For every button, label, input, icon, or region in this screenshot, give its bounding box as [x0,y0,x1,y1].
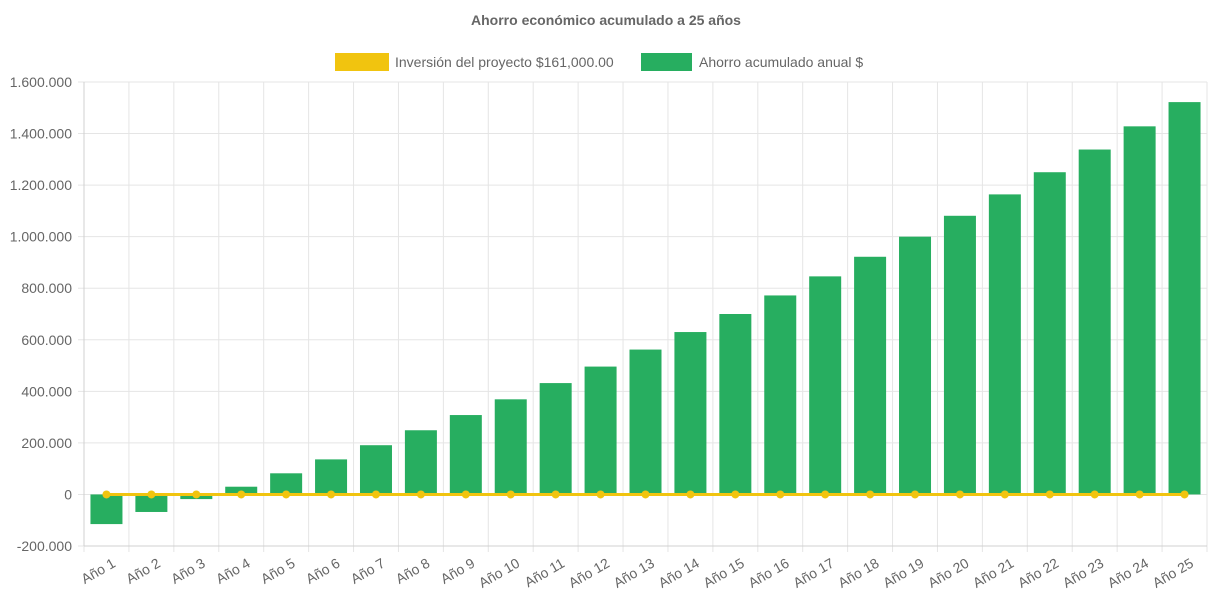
x-tick-label: Año 23 [1060,555,1107,591]
savings-bar [764,295,797,495]
x-tick-label: Año 14 [655,555,702,591]
legend-label-savings: Ahorro acumulado anual $ [699,54,863,70]
x-tick-label: Año 22 [1015,555,1062,591]
x-tick-label: Año 19 [880,555,927,591]
legend-swatch-investment [335,53,389,71]
savings-bar [674,332,707,495]
legend-item-investment[interactable]: Inversión del proyecto $161,000.00 [335,53,614,71]
savings-bar [404,430,437,495]
y-tick-label: 1.400.000 [10,126,72,142]
savings-bar [270,473,303,495]
x-tick-label: Año 18 [835,555,882,591]
x-tick-label: Año 3 [168,555,208,587]
savings-bar [1033,172,1066,495]
investment-point [596,490,605,499]
y-tick-label: 400.000 [21,383,72,399]
savings-bar [629,349,662,495]
x-tick-label: Año 16 [745,555,792,591]
investment-point [506,490,515,499]
investment-point [416,490,425,499]
x-tick-label: Año 10 [476,555,523,591]
savings-bar [809,276,842,495]
y-tick-label: 600.000 [21,332,72,348]
savings-bar [359,445,392,495]
legend-item-savings[interactable]: Ahorro acumulado anual $ [641,53,863,71]
x-tick-label: Año 5 [258,555,298,587]
x-tick-label: Año 12 [566,555,613,591]
y-tick-label: 800.000 [21,280,72,296]
legend: Inversión del proyecto $161,000.00 Ahorr… [335,53,863,71]
x-tick-label: Año 11 [522,555,568,591]
x-tick-label: Año 25 [1150,555,1197,591]
legend-swatch-savings [641,53,692,71]
savings-bar [315,459,348,495]
savings-bar [449,415,482,495]
y-tick-label: 0 [64,486,72,502]
investment-point [776,490,785,499]
investment-point [1135,490,1144,499]
investment-point [461,490,470,499]
x-tick-label: Año 7 [348,555,388,587]
savings-bar [90,494,123,525]
x-tick-label: Año 24 [1105,555,1152,591]
savings-bar [135,494,168,512]
y-tick-label: 1.600.000 [10,74,72,90]
savings-bar [1123,126,1156,495]
investment-point [102,490,111,499]
bars [90,102,1201,525]
investment-point [1000,490,1009,499]
x-tick-label: Año 20 [925,555,972,591]
investment-point [1045,490,1054,499]
investment-point [866,490,875,499]
savings-bar [943,215,976,495]
x-tick-label: Año 4 [213,555,253,587]
savings-bar [719,314,752,495]
savings-bar [494,399,527,495]
x-tick-label: Año 6 [303,555,343,587]
investment-point [686,490,695,499]
savings-bar [1078,149,1111,495]
savings-bar [988,194,1021,495]
savings-bar [584,366,617,495]
investment-point [237,490,246,499]
x-axis: Año 1 Año 2 Año 3 Año 4 Año 5 Año 6 Año 7 Año 8… [78,545,1207,591]
legend-label-investment: Inversión del proyecto $161,000.00 [395,54,614,70]
y-tick-label: -200.000 [17,538,72,554]
investment-line [102,490,1189,499]
y-axis: 1.600.000 1.400.000 1.200.000 1.000.000 800.… [10,74,85,554]
investment-point [641,490,650,499]
investment-point [821,490,830,499]
investment-point [1090,490,1099,499]
investment-point [192,490,201,499]
x-tick-label: Año 1 [78,555,118,587]
investment-point [955,490,964,499]
investment-point [551,490,560,499]
x-tick-label: Año 21 [970,555,1017,591]
y-tick-label: 1.000.000 [10,229,72,245]
investment-point [147,490,156,499]
x-tick-label: Año 8 [393,555,433,587]
chart-title: Ahorro económico acumulado a 25 años [471,12,741,28]
savings-bar [854,256,887,495]
investment-point [371,490,380,499]
investment-point [1180,490,1189,499]
x-tick-label: Año 15 [700,555,747,591]
grid [78,81,1208,552]
savings-bar [539,383,572,495]
investment-point [911,490,920,499]
x-tick-label: Año 13 [611,555,658,591]
investment-point [282,490,291,499]
x-tick-label: Año 2 [123,555,163,587]
x-tick-label: Año 17 [790,555,837,591]
savings-bar [899,236,932,495]
savings-bar [1168,102,1201,495]
y-tick-label: 200.000 [21,435,72,451]
investment-point [731,490,740,499]
investment-point [327,490,336,499]
x-tick-label: Año 9 [438,555,478,587]
y-tick-label: 1.200.000 [10,177,72,193]
